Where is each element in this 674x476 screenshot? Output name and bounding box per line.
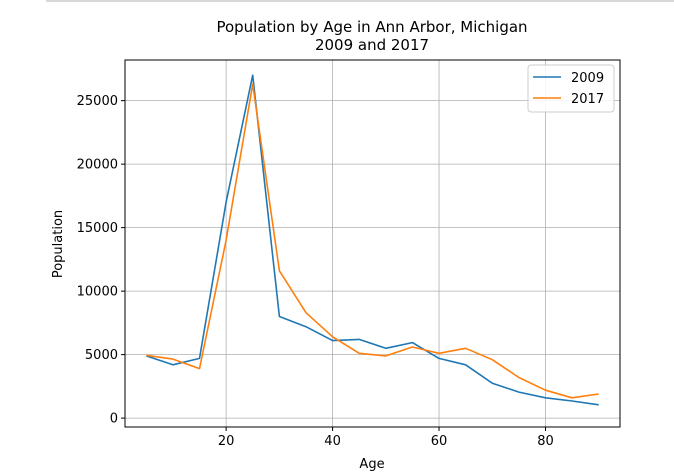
legend-label-2017: 2017 bbox=[571, 92, 604, 107]
plot-frame bbox=[124, 59, 621, 428]
series-lines bbox=[146, 74, 599, 406]
x-tick-label: 60 bbox=[431, 434, 448, 449]
chart-subtitle: 2009 and 2017 bbox=[315, 36, 429, 54]
legend-label-2009: 2009 bbox=[571, 71, 604, 86]
y-tick-label: 5000 bbox=[85, 348, 118, 363]
y-tick-label: 10000 bbox=[77, 285, 118, 300]
x-tick-label: 20 bbox=[218, 434, 235, 449]
series-line-2017 bbox=[146, 83, 599, 399]
legend: 2009 2017 bbox=[527, 64, 615, 113]
series-line-2009 bbox=[146, 74, 599, 406]
y-axis-label: Population bbox=[51, 210, 66, 278]
y-tick-label: 20000 bbox=[77, 158, 118, 173]
y-tick-label: 25000 bbox=[77, 94, 118, 109]
x-tick-label: 40 bbox=[324, 434, 341, 449]
chart-title: Population by Age in Ann Arbor, Michigan bbox=[216, 18, 527, 36]
y-tick-label: 15000 bbox=[77, 221, 118, 236]
y-tick-label: 0 bbox=[110, 412, 118, 427]
x-axis-label: Age bbox=[359, 457, 384, 472]
x-tick-label: 80 bbox=[537, 434, 554, 449]
axis-ticks: 20 40 60 80 0 5000 10000 15000 20000 25000 bbox=[77, 94, 554, 449]
grid-lines bbox=[125, 60, 620, 427]
